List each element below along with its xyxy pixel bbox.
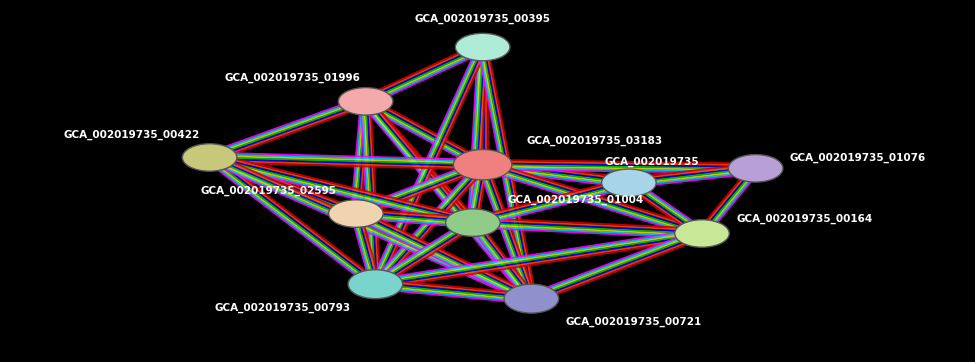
Ellipse shape — [338, 88, 393, 115]
Ellipse shape — [455, 33, 510, 61]
Ellipse shape — [446, 209, 500, 236]
Text: GCA_002019735_00164: GCA_002019735_00164 — [736, 214, 873, 224]
Text: GCA_002019735_00395: GCA_002019735_00395 — [414, 13, 551, 24]
Ellipse shape — [675, 220, 729, 247]
Text: GCA_002019735_00793: GCA_002019735_00793 — [214, 303, 351, 313]
Text: GCA_002019735_02595: GCA_002019735_02595 — [201, 186, 336, 196]
Text: GCA_002019735_01076: GCA_002019735_01076 — [790, 152, 926, 163]
Ellipse shape — [602, 169, 656, 197]
Text: GCA_002019735_03183: GCA_002019735_03183 — [526, 136, 663, 146]
Text: GCA_002019735: GCA_002019735 — [604, 157, 699, 167]
Ellipse shape — [504, 284, 559, 313]
Ellipse shape — [329, 200, 383, 227]
Text: GCA_002019735_01996: GCA_002019735_01996 — [225, 73, 361, 83]
Ellipse shape — [182, 144, 237, 171]
Ellipse shape — [348, 270, 403, 299]
Ellipse shape — [453, 150, 512, 180]
Text: GCA_002019735_00721: GCA_002019735_00721 — [566, 317, 702, 327]
Ellipse shape — [728, 155, 783, 182]
Text: GCA_002019735_01004: GCA_002019735_01004 — [507, 194, 644, 205]
Text: GCA_002019735_00422: GCA_002019735_00422 — [63, 130, 200, 140]
